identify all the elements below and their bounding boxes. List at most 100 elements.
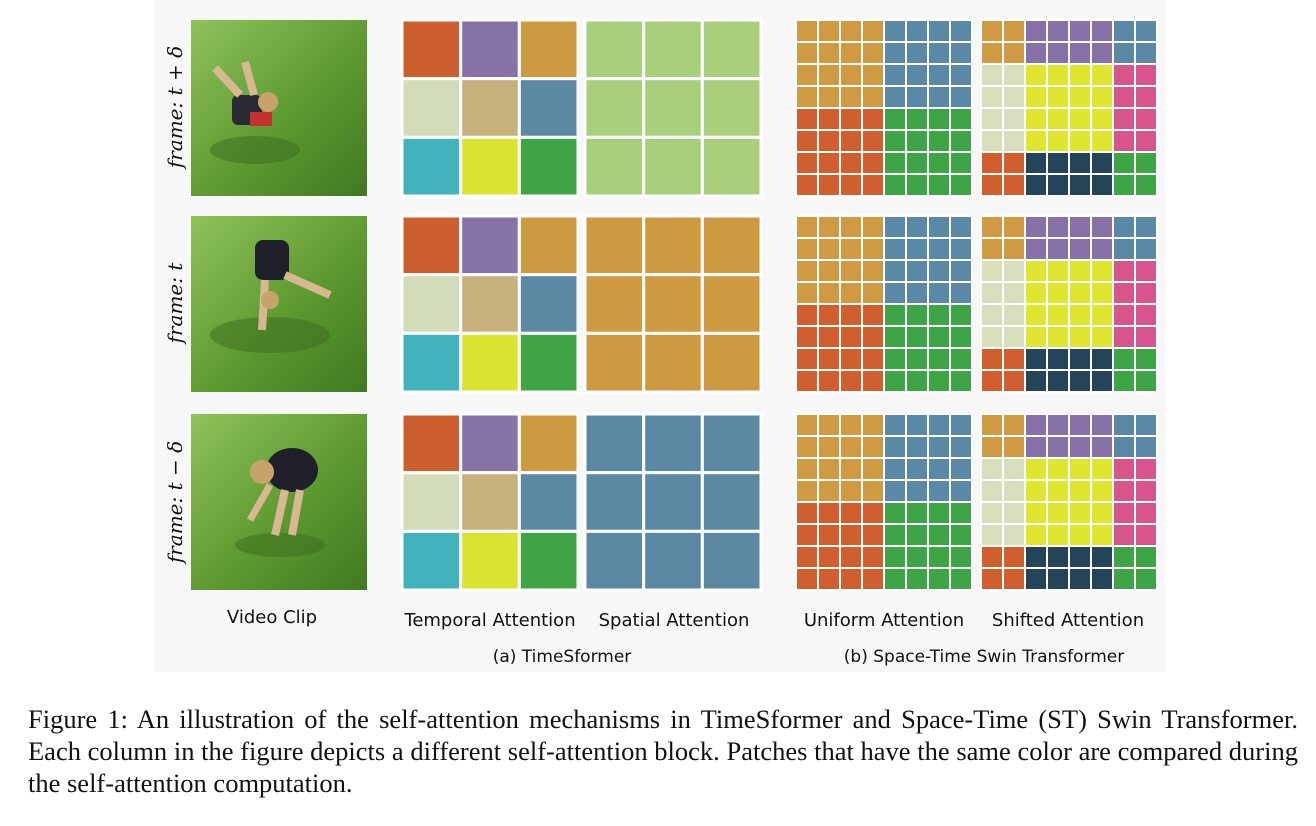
patch-cell bbox=[400, 135, 463, 198]
patch-cell bbox=[817, 501, 841, 525]
patch-cell bbox=[1046, 237, 1070, 261]
row-label-frame-t-plus-delta: frame: t + δ bbox=[163, 45, 187, 169]
patch-cell bbox=[883, 523, 907, 547]
patch-cell bbox=[1024, 259, 1048, 283]
patch-cell bbox=[927, 41, 951, 65]
patch-cell bbox=[1090, 129, 1114, 153]
patch-cell bbox=[1134, 413, 1158, 437]
group-label-timesformer: (a) TimeSformer bbox=[492, 647, 632, 667]
spatial-attention-grid-3 bbox=[583, 412, 763, 592]
patch-cell bbox=[949, 369, 973, 393]
patch-cell bbox=[642, 412, 704, 475]
patch-cell bbox=[795, 19, 819, 43]
patch-cell bbox=[927, 523, 951, 547]
patch-cell bbox=[927, 369, 951, 393]
patch-cell bbox=[839, 107, 863, 131]
patch-cell bbox=[861, 347, 885, 371]
patch-cell bbox=[883, 41, 907, 65]
patch-cell bbox=[1002, 259, 1026, 283]
patch-cell bbox=[949, 259, 973, 283]
patch-cell bbox=[1068, 107, 1092, 131]
patch-cell bbox=[927, 173, 951, 197]
patch-cell bbox=[817, 303, 841, 327]
patch-cell bbox=[700, 331, 763, 394]
patch-cell bbox=[949, 413, 973, 437]
patch-cell bbox=[927, 151, 951, 175]
patch-cell bbox=[1024, 19, 1048, 43]
patch-cell bbox=[905, 523, 929, 547]
patch-cell bbox=[883, 173, 907, 197]
patch-cell bbox=[905, 347, 929, 371]
patch-cell bbox=[927, 545, 951, 569]
patch-cell bbox=[1068, 173, 1092, 197]
patch-cell bbox=[1090, 107, 1114, 131]
patch-cell bbox=[817, 237, 841, 261]
patch-cell bbox=[1068, 523, 1092, 547]
patch-cell bbox=[583, 412, 646, 475]
row-label-frame-t-minus-delta: frame: t − δ bbox=[163, 440, 187, 564]
patch-cell bbox=[1090, 63, 1114, 87]
patch-cell bbox=[927, 237, 951, 261]
patch-cell bbox=[583, 331, 646, 394]
patch-cell bbox=[817, 63, 841, 87]
patch-cell bbox=[883, 567, 907, 591]
patch-cell bbox=[1134, 435, 1158, 459]
uniform-attention-grid-1 bbox=[795, 19, 973, 197]
patch-cell bbox=[1046, 215, 1070, 239]
patch-cell bbox=[1090, 85, 1114, 109]
patch-cell bbox=[949, 215, 973, 239]
patch-cell bbox=[1112, 435, 1136, 459]
patch-cell bbox=[883, 63, 907, 87]
patch-cell bbox=[980, 281, 1004, 305]
patch-cell bbox=[1024, 281, 1048, 305]
patch-cell bbox=[927, 303, 951, 327]
patch-cell bbox=[905, 85, 929, 109]
patch-cell bbox=[1112, 129, 1136, 153]
patch-cell bbox=[795, 41, 819, 65]
temporal-attention-grid-1 bbox=[400, 18, 580, 198]
patch-cell bbox=[861, 457, 885, 481]
patch-cell bbox=[1068, 281, 1092, 305]
patch-cell bbox=[1134, 347, 1158, 371]
patch-cell bbox=[1002, 281, 1026, 305]
patch-cell bbox=[795, 369, 819, 393]
patch-cell bbox=[1090, 567, 1114, 591]
patch-cell bbox=[1112, 107, 1136, 131]
patch-cell bbox=[1090, 41, 1114, 65]
patch-cell bbox=[883, 435, 907, 459]
patch-cell bbox=[949, 567, 973, 591]
patch-cell bbox=[583, 77, 646, 139]
patch-cell bbox=[817, 107, 841, 131]
patch-cell bbox=[700, 471, 763, 533]
patch-cell bbox=[905, 303, 929, 327]
patch-cell bbox=[1002, 435, 1026, 459]
shifted-attention-grid-3 bbox=[980, 413, 1158, 591]
patch-cell bbox=[1024, 303, 1048, 327]
patch-cell bbox=[1112, 63, 1136, 87]
patch-cell bbox=[949, 129, 973, 153]
patch-cell bbox=[1002, 173, 1026, 197]
patch-cell bbox=[1024, 215, 1048, 239]
figure-canvas bbox=[191, 18, 1158, 592]
patch-cell bbox=[400, 214, 463, 277]
patch-cell bbox=[642, 214, 704, 277]
patch-cell bbox=[817, 567, 841, 591]
patch-cell bbox=[905, 413, 929, 437]
group-label-swin: (b) Space-Time Swin Transformer bbox=[843, 647, 1125, 667]
patch-cell bbox=[1112, 19, 1136, 43]
patch-cell bbox=[1112, 303, 1136, 327]
patch-cell bbox=[980, 567, 1004, 591]
patch-cell bbox=[839, 501, 863, 525]
patch-cell bbox=[1046, 63, 1070, 87]
patch-cell bbox=[817, 19, 841, 43]
patch-cell bbox=[839, 281, 863, 305]
patch-cell bbox=[795, 85, 819, 109]
patch-cell bbox=[642, 529, 704, 592]
patch-cell bbox=[1068, 303, 1092, 327]
patch-cell bbox=[1112, 325, 1136, 349]
patch-cell bbox=[400, 77, 463, 139]
patch-cell bbox=[817, 259, 841, 283]
patch-cell bbox=[1112, 281, 1136, 305]
patch-cell bbox=[795, 435, 819, 459]
patch-cell bbox=[1068, 259, 1092, 283]
